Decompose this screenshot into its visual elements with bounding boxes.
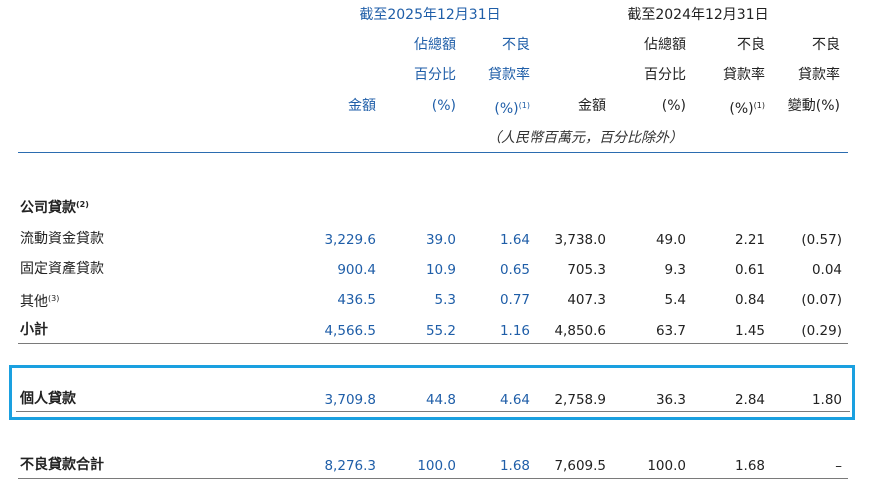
col-chg-l2: 貸款率 (798, 67, 840, 83)
col-amount-2025: 金額 (348, 98, 376, 114)
cell-amount-2024: 7,609.5 (554, 458, 606, 474)
cell-change: 0.04 (811, 262, 842, 278)
cell-change: (0.57) (801, 232, 842, 248)
cell-amount-2024: 705.3 (567, 262, 606, 278)
col-npl-2025-l3: (%)(1) (494, 101, 530, 117)
col-npl-2025-l1: 不良 (502, 37, 530, 53)
cell-amount-2025: 4,566.5 (324, 323, 376, 339)
col-pct-2025-l1: 佔總額 (414, 37, 456, 53)
cell-amount-2025: 900.4 (337, 262, 376, 278)
cell-amount-2024: 3,738.0 (554, 232, 606, 248)
header-rule (18, 152, 848, 153)
cell-amount-2025: 3,709.8 (324, 392, 376, 408)
cell-pct-2024: 63.7 (655, 323, 686, 339)
col-pct-2025-l3: (%) (431, 98, 456, 114)
row-label: 小計 (20, 322, 48, 338)
cell-pct-2025: 44.8 (425, 392, 456, 408)
cell-npl-2025: 1.64 (499, 232, 530, 248)
group-header-2024: 截至2024年12月31日 (627, 7, 769, 23)
cell-change: (0.29) (801, 323, 842, 339)
col-amount-2024: 金額 (578, 98, 606, 114)
col-npl-2024-l1: 不良 (737, 37, 765, 53)
col-pct-2024-l3: (%) (661, 98, 686, 114)
col-pct-2025-l2: 百分比 (414, 67, 456, 83)
cell-npl-2024: 2.84 (734, 392, 765, 408)
row-label: 固定資產貸款 (20, 261, 104, 277)
col-npl-2025-l2: 貸款率 (488, 67, 530, 83)
cell-npl-2025: 1.16 (499, 323, 530, 339)
cell-pct-2024: 36.3 (655, 392, 686, 408)
cell-amount-2025: 436.5 (337, 292, 376, 308)
col-chg-l3: 變動(%) (787, 98, 840, 114)
row-label: 其他(3) (20, 294, 60, 310)
cell-npl-2024: 1.68 (734, 458, 765, 474)
cell-npl-2025: 0.77 (499, 292, 530, 308)
cell-npl-2025: 1.68 (499, 458, 530, 474)
cell-amount-2025: 3,229.6 (324, 232, 376, 248)
cell-amount-2024: 407.3 (567, 292, 606, 308)
cell-pct-2025: 10.9 (425, 262, 456, 278)
subtotal-rule (18, 343, 848, 344)
unit-note: （人民幣百萬元，百分比除外） (487, 130, 683, 146)
cell-pct-2024: 5.4 (664, 292, 686, 308)
total-rule (18, 478, 848, 479)
cell-npl-2024: 0.61 (734, 262, 765, 278)
cell-pct-2024: 100.0 (647, 458, 686, 474)
cell-pct-2024: 9.3 (664, 262, 686, 278)
cell-amount-2024: 4,850.6 (554, 323, 606, 339)
highlight-box (9, 365, 855, 420)
section-corporate-label: 公司貸款(2) (20, 200, 89, 216)
col-npl-2024-l3: (%)(1) (729, 101, 765, 117)
row-label: 個人貸款 (20, 391, 76, 407)
row-label: 流動資金貸款 (20, 231, 104, 247)
cell-npl-2025: 0.65 (499, 262, 530, 278)
row-label: 不良貸款合計 (20, 457, 104, 473)
col-npl-2024-l2: 貸款率 (723, 67, 765, 83)
cell-amount-2024: 2,758.9 (554, 392, 606, 408)
group-header-2025: 截至2025年12月31日 (359, 7, 501, 23)
cell-pct-2025: 5.3 (434, 292, 456, 308)
cell-npl-2024: 1.45 (734, 323, 765, 339)
cell-change: 1.80 (811, 392, 842, 408)
personal-rule (16, 411, 850, 412)
col-pct-2024-l2: 百分比 (644, 67, 686, 83)
cell-npl-2025: 4.64 (499, 392, 530, 408)
cell-change: (0.07) (801, 292, 842, 308)
cell-pct-2025: 100.0 (417, 458, 456, 474)
col-chg-l1: 不良 (812, 37, 840, 53)
cell-pct-2025: 39.0 (425, 232, 456, 248)
cell-pct-2024: 49.0 (655, 232, 686, 248)
cell-npl-2024: 0.84 (734, 292, 765, 308)
col-pct-2024-l1: 佔總額 (644, 37, 686, 53)
cell-change: – (835, 458, 842, 474)
cell-pct-2025: 55.2 (425, 323, 456, 339)
cell-amount-2025: 8,276.3 (324, 458, 376, 474)
cell-npl-2024: 2.21 (734, 232, 765, 248)
